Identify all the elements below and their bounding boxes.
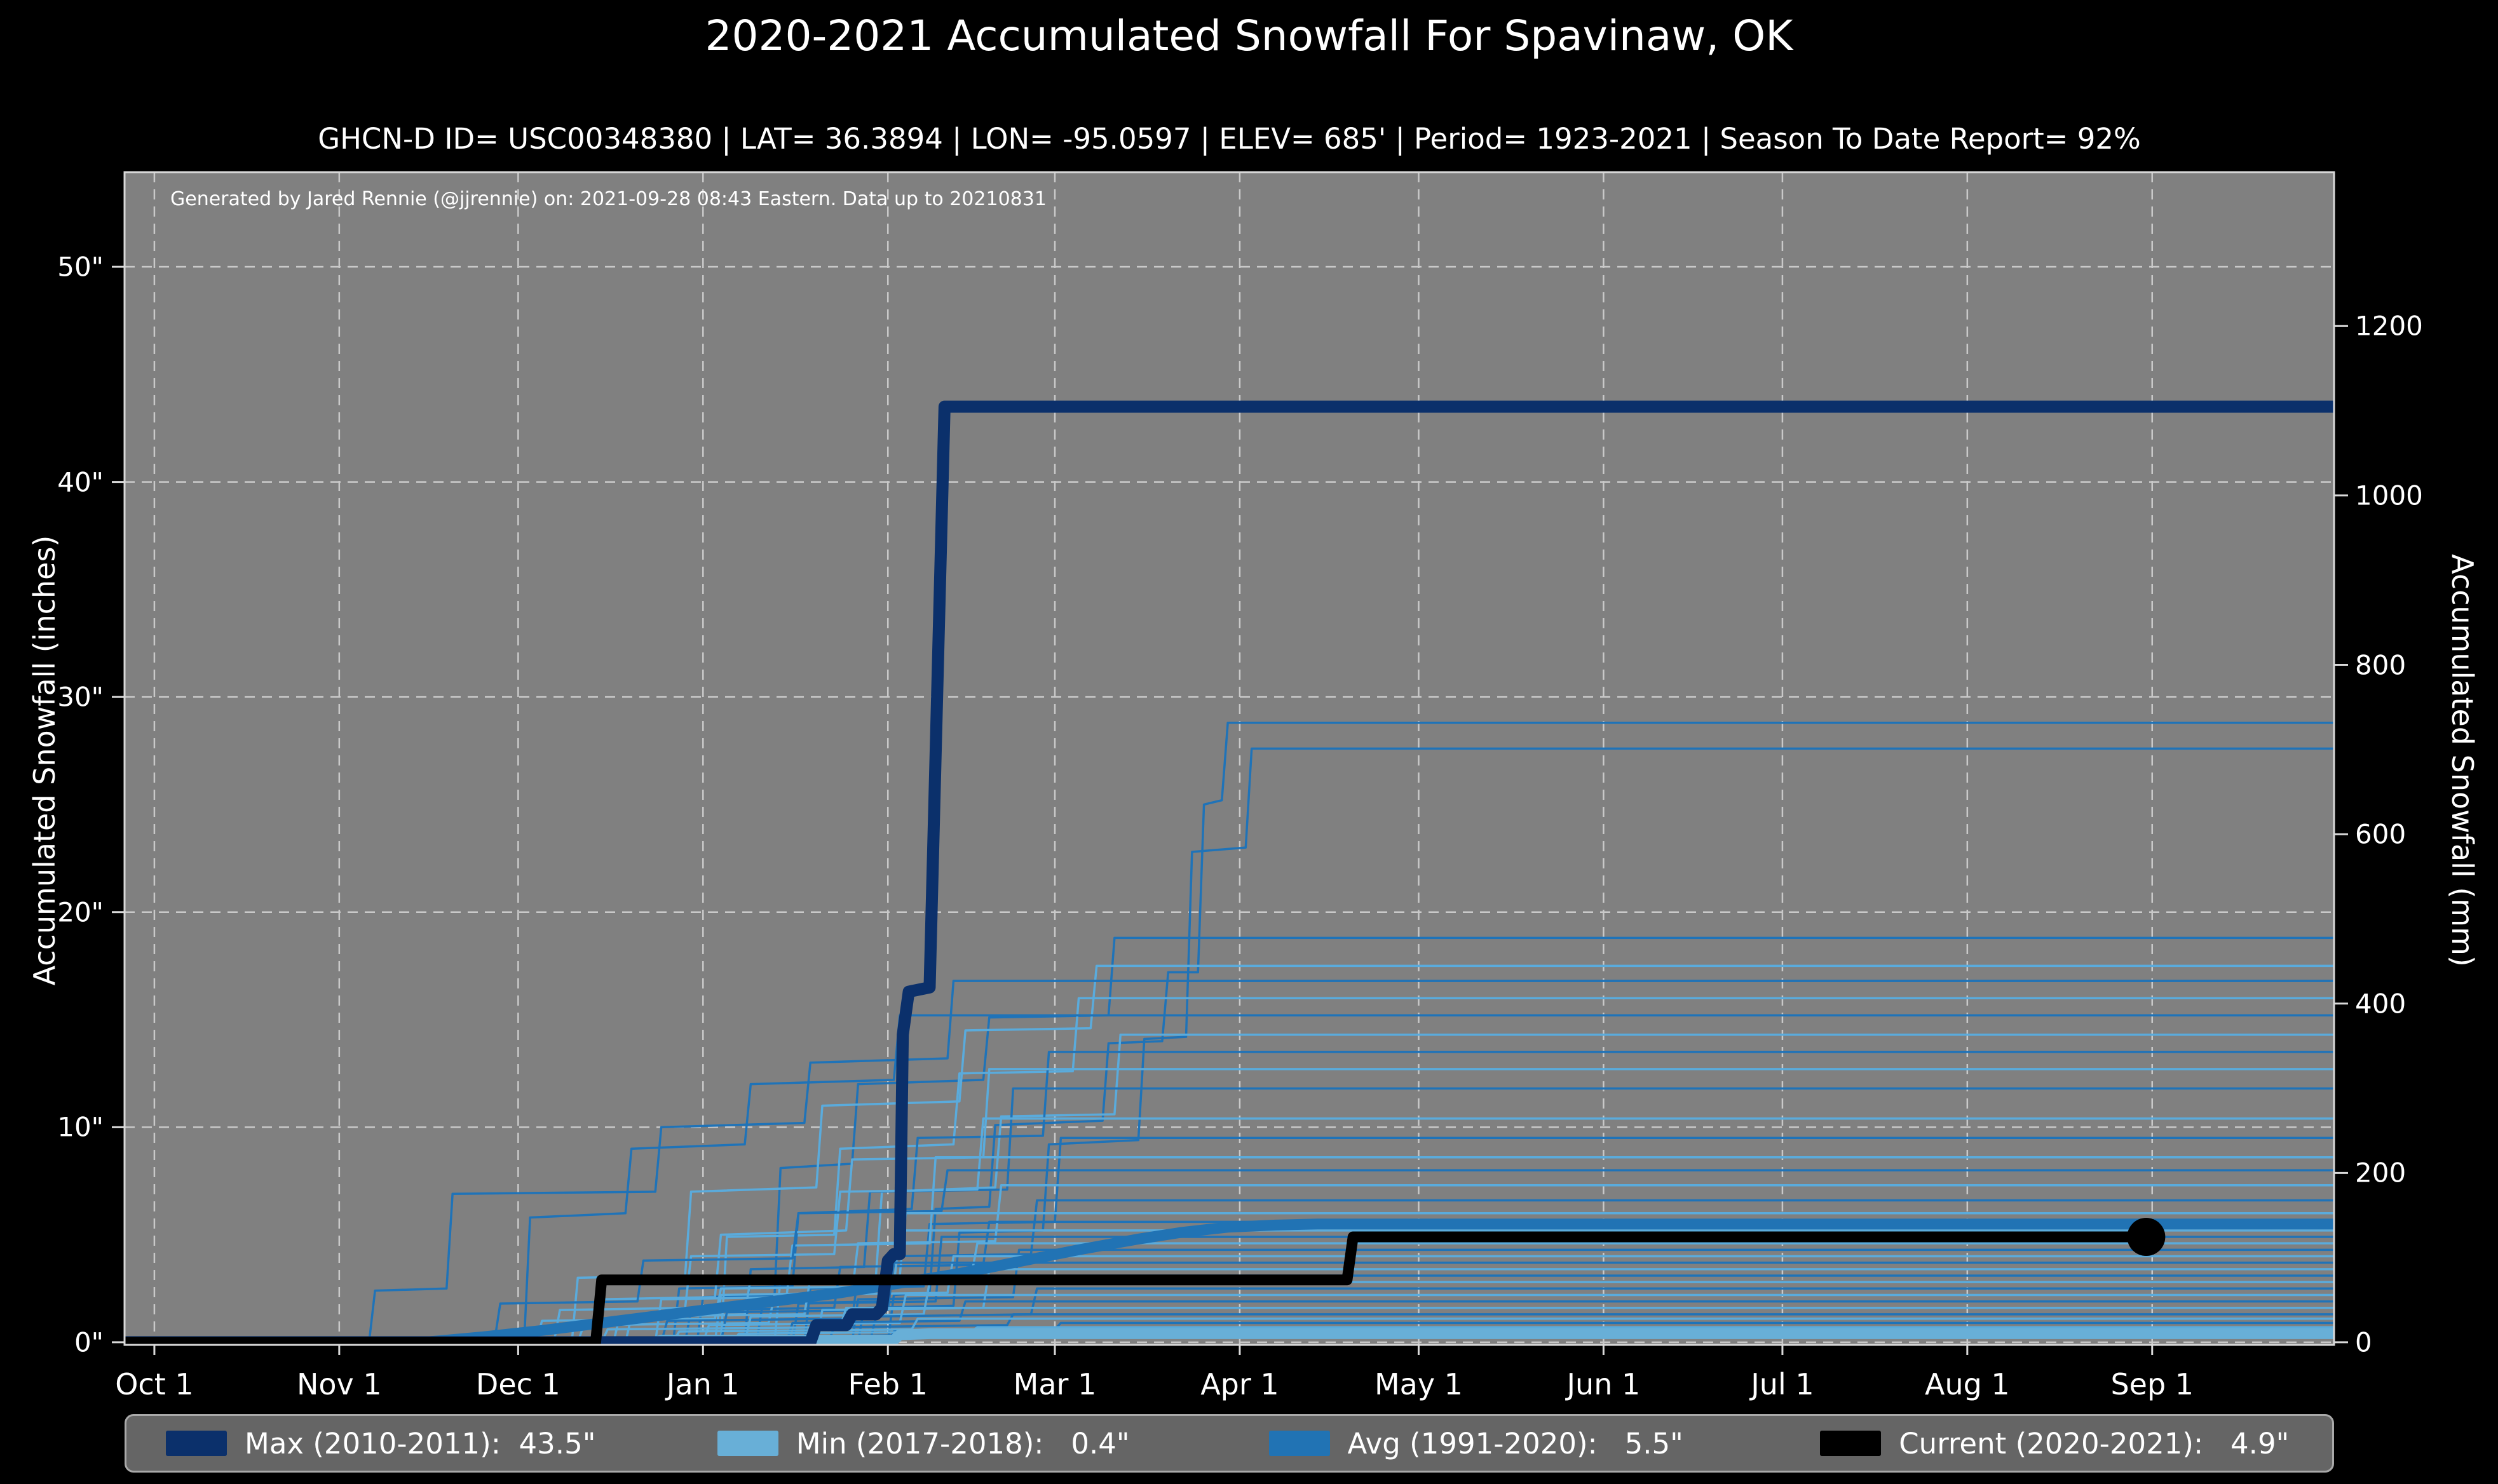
y-tick-label-mm: 800 xyxy=(2355,649,2406,680)
y-tick-label-mm: 600 xyxy=(2355,818,2406,850)
legend-swatch-max xyxy=(166,1431,227,1456)
x-tick-label: Mar 1 xyxy=(1013,1367,1097,1401)
y-tick-label-inches: 0" xyxy=(74,1326,104,1358)
x-tick-label: Sep 1 xyxy=(2110,1367,2194,1401)
y-tick-label-mm: 1000 xyxy=(2355,480,2423,511)
current-endpoint-marker xyxy=(2127,1218,2166,1257)
station-metadata-subtitle: GHCN-D ID= USC00348380 | LAT= 36.3894 | … xyxy=(318,122,2141,156)
plot-border xyxy=(123,171,2335,1346)
y-tick-label-inches: 40" xyxy=(57,466,104,498)
y-tick-label-inches: 30" xyxy=(57,681,104,713)
generated-by-annotation: Generated by Jared Rennie (@jjrennie) on… xyxy=(170,188,1047,210)
avg-season-line xyxy=(125,1218,2334,1345)
y-tick-label-inches: 20" xyxy=(57,896,104,928)
y-axis-label-mm: Accumulated Snowfall (mm) xyxy=(2445,554,2480,967)
y-tick-label-mm: 200 xyxy=(2355,1157,2406,1189)
legend-item-current: Current (2020-2021): 4.9" xyxy=(1781,1427,2332,1460)
legend-swatch-current xyxy=(1820,1431,1882,1456)
x-tick-label: Dec 1 xyxy=(475,1367,560,1401)
historical-year-line xyxy=(125,1169,2334,1344)
legend-label-min: Min (2017-2018): 0.4" xyxy=(796,1426,1130,1460)
y-tick-label-mm: 0 xyxy=(2355,1326,2372,1358)
historical-year-line xyxy=(125,1156,2334,1344)
legend-swatch-min xyxy=(717,1431,778,1456)
y-tick-label-inches: 50" xyxy=(57,251,104,283)
legend: Max (2010-2011): 43.5" Min (2017-2018): 0… xyxy=(125,1414,2334,1473)
x-tick-label: Jul 1 xyxy=(1751,1367,1814,1401)
page-title: 2020-2021 Accumulated Snowfall For Spavi… xyxy=(705,11,1793,60)
x-tick-label: Jan 1 xyxy=(666,1367,740,1401)
historical-year-line xyxy=(125,1184,2334,1344)
x-tick-label: Feb 1 xyxy=(848,1367,928,1401)
legend-label-avg: Avg (1991-2020): 5.5" xyxy=(1347,1426,1683,1460)
legend-swatch-avg xyxy=(1268,1431,1330,1456)
historical-year-line xyxy=(125,980,2334,1344)
legend-label-current: Current (2020-2021): 4.9" xyxy=(1899,1426,2290,1460)
x-tick-label: May 1 xyxy=(1374,1367,1463,1401)
legend-item-max: Max (2010-2011): 43.5" xyxy=(126,1427,678,1460)
y-tick-label-mm: 1200 xyxy=(2355,310,2423,342)
historical-year-line xyxy=(125,936,2334,1344)
x-tick-label: Apr 1 xyxy=(1200,1367,1279,1401)
x-tick-label: Oct 1 xyxy=(115,1367,194,1401)
current-season-line xyxy=(125,1231,2147,1345)
historical-year-line xyxy=(125,964,2334,1344)
legend-item-avg: Avg (1991-2020): 5.5" xyxy=(1230,1427,1781,1460)
y-tick-label-inches: 10" xyxy=(57,1111,104,1143)
plot-area xyxy=(125,172,2334,1345)
legend-item-min: Min (2017-2018): 0.4" xyxy=(678,1427,1230,1460)
x-tick-label: Aug 1 xyxy=(1924,1367,2010,1401)
y-tick-label-mm: 400 xyxy=(2355,988,2406,1020)
x-tick-label: Nov 1 xyxy=(297,1367,382,1401)
x-tick-label: Jun 1 xyxy=(1566,1367,1641,1401)
y-axis-label-inches: Accumulated Snowfall (inches) xyxy=(27,535,62,986)
legend-label-max: Max (2010-2011): 43.5" xyxy=(245,1426,596,1460)
